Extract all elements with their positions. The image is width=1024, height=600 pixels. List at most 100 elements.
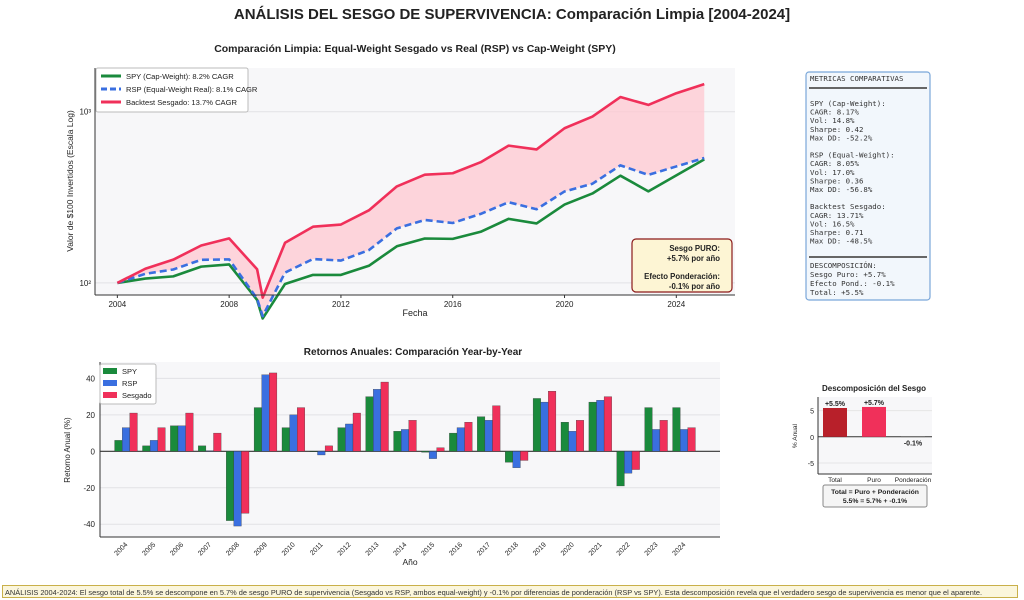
metric-line: SPY (Cap-Weight): [810,99,886,108]
decomp-formula-box: Total = Puro + Ponderación 5.5% = 5.7% +… [822,484,928,508]
x-tick-label: 2016 [444,300,462,309]
bar-rsp-2012 [345,423,354,452]
x-tick-label: 2005 [141,541,157,557]
bar-spy-2014 [393,431,402,452]
metric-line: CAGR: 8.05% [810,159,859,168]
decomp-data-label: +5.7% [864,400,885,407]
x-tick-label: 2023 [644,541,660,557]
bar-rsp-2005 [149,440,158,452]
metric-line: Vol: 14.8% [810,116,855,125]
x-tick-label: 2007 [197,541,213,557]
bar-rsp-2019 [540,401,549,452]
x-tick-label: 2015 [420,541,436,557]
metric-line: Max DD: -48.5% [810,237,873,246]
bar-rsp-2017 [484,420,493,452]
bar-seg-2017 [492,405,501,452]
bar-spy-2023 [644,407,653,452]
bar-spy-2007 [198,445,207,452]
x-tick-label: 2014 [392,541,408,557]
bar-seg-2020 [576,420,584,452]
bar-rsp-2014 [401,429,409,452]
bar-spy-2021 [588,401,597,452]
x-tick-label: Total [828,477,842,484]
bar-seg-2019 [548,391,557,452]
bar-spy-2022 [616,451,625,487]
series-line-rsp [116,156,705,318]
annotation-line: +5.7% por año [667,254,720,263]
bar-spy-2016 [449,432,458,452]
x-tick-label: 2016 [448,541,464,557]
decomp-line: DESCOMPOSICIÓN: [810,261,877,270]
annotation-line: -0.1% por año [669,282,720,291]
bar-seg-2010 [297,407,305,452]
bar-spy-2005 [142,445,151,452]
y-tick-label: -5 [808,461,814,468]
x-tick-label: 2012 [337,541,353,557]
bar-spy-2019 [532,398,541,452]
bar-spy-2017 [477,416,486,452]
bar-rsp-2011 [317,451,326,456]
y-tick-label: -40 [83,520,95,529]
x-tick-label: Puro [867,477,881,484]
main-legend: SPY (Cap-Weight): 8.2% CAGR RSP (Equal-W… [95,67,258,113]
x-tick-label: 2020 [560,541,576,557]
metric-line: Sharpe: 0.42 [810,125,863,134]
bar-spy-2006 [170,425,179,452]
x-tick-label: 2020 [556,300,574,309]
x-tick-label: 2004 [108,300,126,309]
main-y-label: Valor de $100 Invertidos (Escala Log) [65,110,75,252]
bar-spy-2013 [365,396,374,452]
x-tick-label: 2004 [113,541,129,557]
legend-spy: SPY (Cap-Weight): 8.2% CAGR [126,72,234,81]
bar-spy-2004 [114,440,123,452]
bar-spy-2012 [337,427,346,452]
bar-seg-2012 [352,412,361,452]
decomp-line: Sesgo Puro: +5.7% [810,270,886,279]
metric-line: Vol: 17.0% [810,168,855,177]
bar-rsp-2018 [512,451,521,468]
metric-line: CAGR: 13.71% [810,211,864,220]
y-tick-label: 0 [91,447,96,456]
bar-seg-2014 [408,420,417,452]
x-tick-label: 2010 [281,541,297,557]
bar-spy-2010 [281,427,290,452]
x-tick-label: 2024 [667,300,685,309]
y-tick-label: 40 [86,374,95,383]
x-tick-label: 2011 [309,541,325,557]
series-line-spy [117,158,705,320]
annotation-line: Efecto Ponderación: [644,272,720,281]
x-tick-label: 2006 [169,541,185,557]
bar-legend: SPY RSP Sesgado [99,363,157,405]
x-tick-label: 2019 [532,541,548,557]
main-line-chart: Comparación Limpia: Equal-Weight Sesgado… [65,43,735,320]
bar-seg-2015 [436,447,445,452]
legend-rsp: RSP (Equal-Weight Real): 8.1% CAGR [126,85,258,94]
bar-seg-2018 [520,451,529,461]
bar-spy-2009 [253,407,262,452]
bar-spy-2008 [226,451,234,521]
metric-line: Backtest Sesgado: [810,202,886,211]
decomp-data-label: +5.5% [825,401,846,408]
bar-seg-2013 [380,381,389,452]
formula-line: 5.5% = 5.7% + -0.1% [843,498,907,505]
x-tick-label: Ponderación [895,477,932,484]
x-tick-label: 2013 [365,541,381,557]
bar-spy-2018 [505,451,513,463]
bar-rsp-2010 [289,414,298,452]
bar-spy-2020 [560,422,569,452]
decomp-bar-2 [901,436,925,438]
bar-x-label: Año [402,557,417,567]
decomp-line: Total: +5.5% [810,288,864,297]
bar-seg-2006 [185,412,194,452]
decomp-chart-title: Descomposición del Sesgo [822,384,926,393]
x-tick-label: 2021 [588,541,604,557]
decomp-bar-1 [862,406,886,437]
decomp-data-label: -0.1% [904,440,923,447]
metric-line: Sharpe: 0.71 [810,228,863,237]
annotation-line: Sesgo PURO: [669,244,720,253]
decomp-y-label: % Anual [792,424,799,448]
bar-seg-2022 [631,451,640,470]
bar-seg-2024 [687,427,696,452]
bar-spy-2024 [672,407,681,452]
